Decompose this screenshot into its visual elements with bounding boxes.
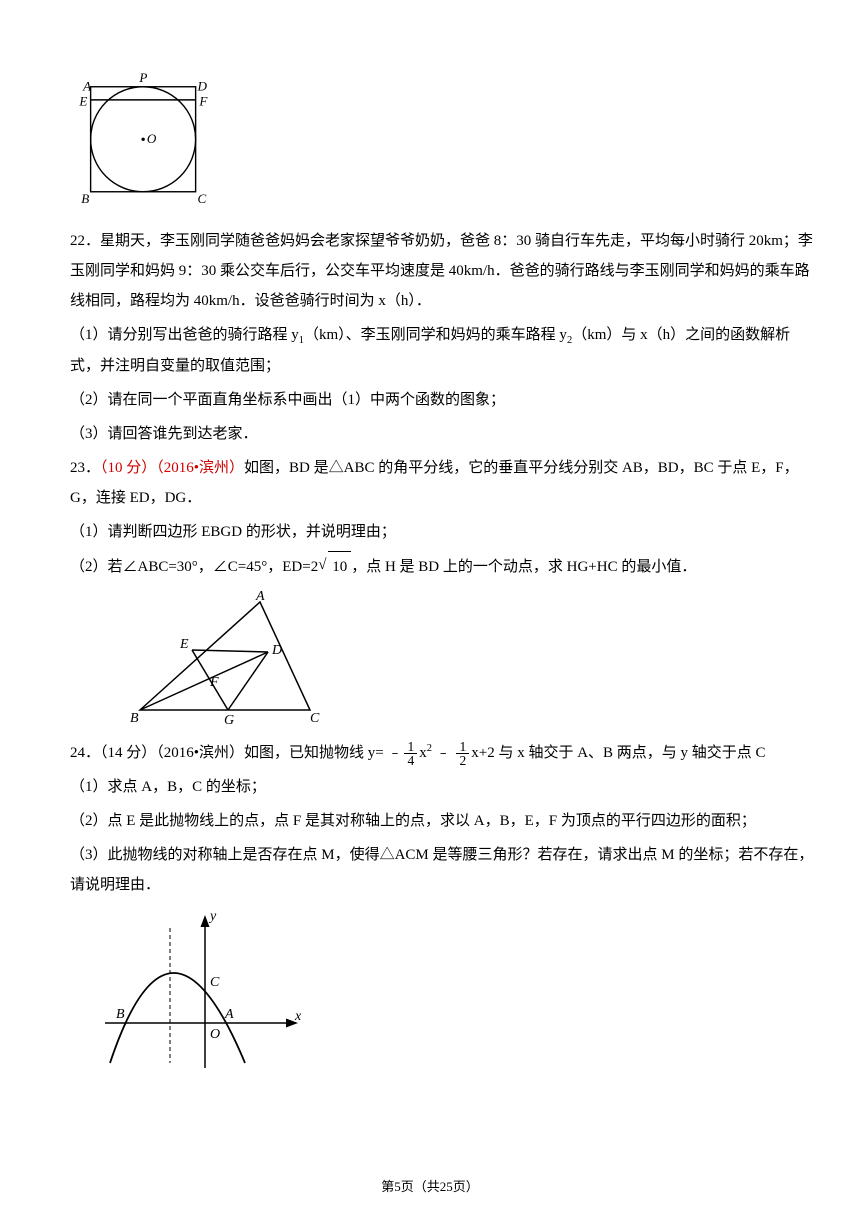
label24-c: C xyxy=(210,975,220,990)
footer-pre: 第 xyxy=(381,1179,394,1194)
label23-f: F xyxy=(209,675,219,690)
center-dot xyxy=(141,138,144,141)
footer-post: 页） xyxy=(453,1179,479,1194)
q23-part2: （2）若∠ABC=30°，∠C=45°，ED=2 10，点 H 是 BD 上的一个… xyxy=(70,551,820,582)
footer-total: 25 xyxy=(440,1179,453,1194)
label24-a: A xyxy=(224,1007,234,1022)
q22-part1-pre: （1）请分别写出爸爸的骑行路程 y xyxy=(70,327,299,343)
label23-d: D xyxy=(271,643,282,658)
q24-part2: （2）点 E 是此抛物线上的点，点 F 是其对称轴上的点，求以 A，B，E，F … xyxy=(70,806,820,836)
figure-q23: A E D F B G C xyxy=(130,590,820,730)
q24-part3: （3）此抛物线的对称轴上是否存在点 M，使得△ACM 是等腰三角形？若存在，请求… xyxy=(70,840,820,900)
page-footer: 第5页（共25页） xyxy=(0,1177,860,1198)
label24-b: B xyxy=(116,1007,125,1022)
label23-a: A xyxy=(255,590,265,604)
q24-mid1: x xyxy=(419,745,427,761)
label-e: E xyxy=(78,94,87,109)
label-a: A xyxy=(82,79,92,94)
q23-part2-post: ，点 H 是 BD 上的一个动点，求 HG+HC 的最小值． xyxy=(351,559,696,575)
q22-part3: （3）请回答谁先到达老家． xyxy=(70,419,820,449)
label24-y: y xyxy=(208,909,217,924)
q24-line1: 24．（14 分）（2016•滨州）如图，已知抛物线 y= ﹣14x2 ﹣ 12… xyxy=(70,738,820,768)
q23-part2-pre: （2）若∠ABC=30°，∠C=45°，ED=2 xyxy=(70,559,318,575)
footer-mid: 页（共 xyxy=(401,1179,440,1194)
fraction-1-4: 14 xyxy=(404,740,417,768)
label23-b: B xyxy=(130,711,139,726)
figure-q24: y x O C A B xyxy=(100,908,820,1078)
line-ed xyxy=(192,650,268,652)
label24-o: O xyxy=(210,1027,220,1042)
q22-part1-mid1: （km）、李玉刚同学和妈妈的乘车路程 y xyxy=(304,327,567,343)
label24-x: x xyxy=(294,1009,302,1024)
label-f: F xyxy=(198,94,208,109)
q22-part1: （1）请分别写出爸爸的骑行路程 y1（km）、李玉刚同学和妈妈的乘车路程 y2（… xyxy=(70,320,820,381)
sqrt-10-icon: 10 xyxy=(328,551,351,582)
label23-e: E xyxy=(179,637,189,652)
label-d: D xyxy=(197,79,208,94)
label23-c: C xyxy=(310,711,320,726)
fraction-1-2: 12 xyxy=(456,740,469,768)
q23-part1: （1）请判断四边形 EBGD 的形状，并说明理由； xyxy=(70,517,820,547)
q22-part2: （2）请在同一个平面直角坐标系中画出（1）中两个函数的图象； xyxy=(70,385,820,415)
triangle-abc xyxy=(140,602,310,710)
q24-pre: 24．（14 分）（2016•滨州）如图，已知抛物线 y= ﹣ xyxy=(70,745,402,761)
label23-g: G xyxy=(224,713,234,728)
q24-mid2: ﹣ xyxy=(432,745,455,761)
q23-red: （10 分）（2016•滨州） xyxy=(100,460,244,476)
label-b: B xyxy=(81,191,89,206)
q23-line1: 23．（10 分）（2016•滨州）如图，BD 是△ABC 的角平分线，它的垂直… xyxy=(70,453,820,513)
q22-intro: 22．星期天，李玉刚同学随爸爸妈妈会老家探望爷爷奶奶，爸爸 8：30 骑自行车先… xyxy=(70,226,820,316)
label-c: C xyxy=(198,191,207,206)
q24-post: x+2 与 x 轴交于 A、B 两点，与 y 轴交于点 C xyxy=(471,745,765,761)
q23-number: 23． xyxy=(70,460,100,476)
q24-part1: （1）求点 A，B，C 的坐标； xyxy=(70,772,820,802)
label-p: P xyxy=(138,70,147,85)
figure-q21: A P D E F O B C xyxy=(70,68,820,218)
label-o: O xyxy=(147,131,157,146)
